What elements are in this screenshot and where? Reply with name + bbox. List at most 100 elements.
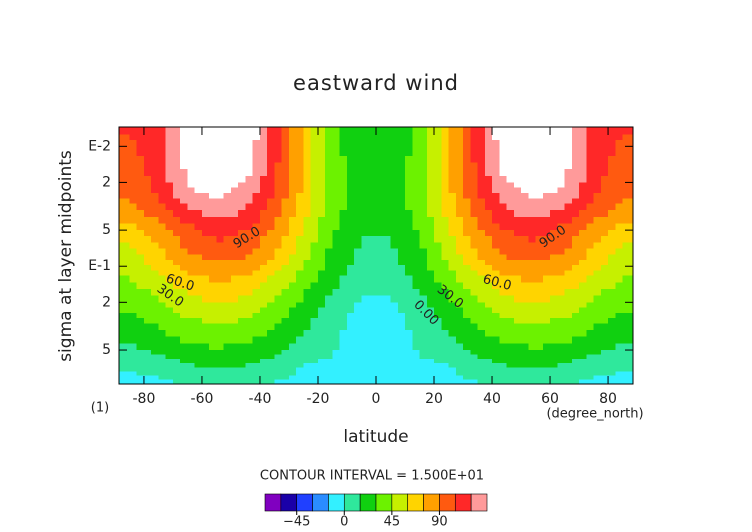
field-cell (151, 162, 160, 170)
field-cell (542, 248, 551, 256)
field-cell (390, 270, 399, 277)
field-cell (630, 127, 634, 130)
field-cell (513, 242, 522, 250)
field-cell (252, 150, 261, 157)
field-cell (296, 375, 305, 381)
field-cell (187, 289, 196, 297)
field-cell (484, 248, 493, 256)
field-cell (564, 139, 573, 146)
field-cell (600, 354, 609, 360)
field-cell (586, 130, 595, 134)
field-cell (303, 134, 312, 141)
field-cell (564, 210, 573, 218)
field-cell (124, 139, 128, 146)
field-cell (325, 254, 334, 261)
field-cell (281, 130, 290, 134)
field-cell (158, 375, 167, 381)
field-cell (187, 150, 196, 157)
field-cell (332, 182, 341, 189)
field-cell (296, 254, 305, 261)
field-cell (325, 175, 334, 184)
field-cell (245, 330, 254, 338)
field-cell (368, 145, 377, 152)
field-cell (216, 203, 225, 211)
field-cell (274, 289, 283, 297)
field-cell (325, 248, 334, 256)
field-cell (119, 259, 123, 266)
field-cell (230, 254, 239, 261)
field-cell (608, 336, 616, 344)
field-cell (600, 210, 609, 218)
field-cell (126, 307, 131, 314)
field-cell (405, 132, 413, 136)
field-cell (550, 354, 558, 360)
field-cell (390, 155, 399, 164)
field-cell (354, 248, 363, 256)
field-cell (180, 150, 189, 157)
field-cell (499, 162, 508, 170)
field-cell (201, 230, 210, 237)
field-cell (332, 130, 341, 134)
field-cell (180, 216, 189, 225)
field-cell (513, 350, 522, 356)
field-cell (376, 155, 384, 164)
field-cell (579, 275, 587, 283)
field-cell (238, 289, 247, 297)
field-cell (564, 270, 573, 277)
field-cell (267, 134, 276, 141)
field-cell (223, 223, 232, 231)
field-cell (419, 162, 428, 170)
field-cell (593, 134, 602, 141)
field-cell (187, 343, 196, 351)
field-cell (412, 265, 421, 272)
field-cell (625, 275, 629, 283)
field-cell (151, 363, 160, 369)
field-cell (223, 302, 232, 309)
field-cell (158, 282, 167, 290)
field-cell (441, 134, 450, 141)
field-cell (209, 169, 218, 177)
field-cell (383, 375, 392, 381)
field-cell (463, 216, 471, 225)
field-cell (376, 354, 384, 360)
field-cell (521, 323, 529, 331)
field-cell (158, 254, 167, 261)
field-cell (259, 375, 268, 381)
field-cell (535, 182, 544, 189)
field-cell (397, 223, 406, 231)
field-cell (281, 375, 290, 381)
field-cell (383, 270, 392, 277)
field-cell (412, 289, 421, 297)
field-cell (346, 248, 355, 256)
field-cell (209, 216, 218, 225)
field-cell (528, 162, 537, 170)
field-cell (627, 187, 631, 194)
field-cell (119, 162, 123, 170)
field-cell (412, 130, 421, 134)
field-cell (542, 150, 551, 157)
field-cell (593, 379, 602, 385)
field-cell (412, 162, 421, 170)
field-cell (346, 203, 355, 211)
field-cell (608, 363, 616, 369)
field-cell (121, 192, 125, 199)
field-cell (586, 379, 595, 385)
field-cell (383, 336, 392, 344)
field-cell (339, 318, 348, 325)
field-cell (296, 198, 305, 205)
field-cell (470, 187, 479, 194)
field-cell (441, 254, 450, 261)
field-cell (310, 318, 319, 325)
field-cell (129, 259, 138, 266)
field-cell (484, 230, 493, 237)
field-cell (126, 203, 131, 211)
field-cell (441, 259, 450, 266)
field-cell (119, 175, 123, 184)
field-cell (492, 289, 500, 297)
field-cell (615, 350, 624, 356)
field-cell (274, 203, 283, 211)
field-cell (499, 203, 508, 211)
field-cell (405, 216, 413, 225)
field-cell (506, 350, 515, 356)
field-cell (630, 230, 634, 237)
